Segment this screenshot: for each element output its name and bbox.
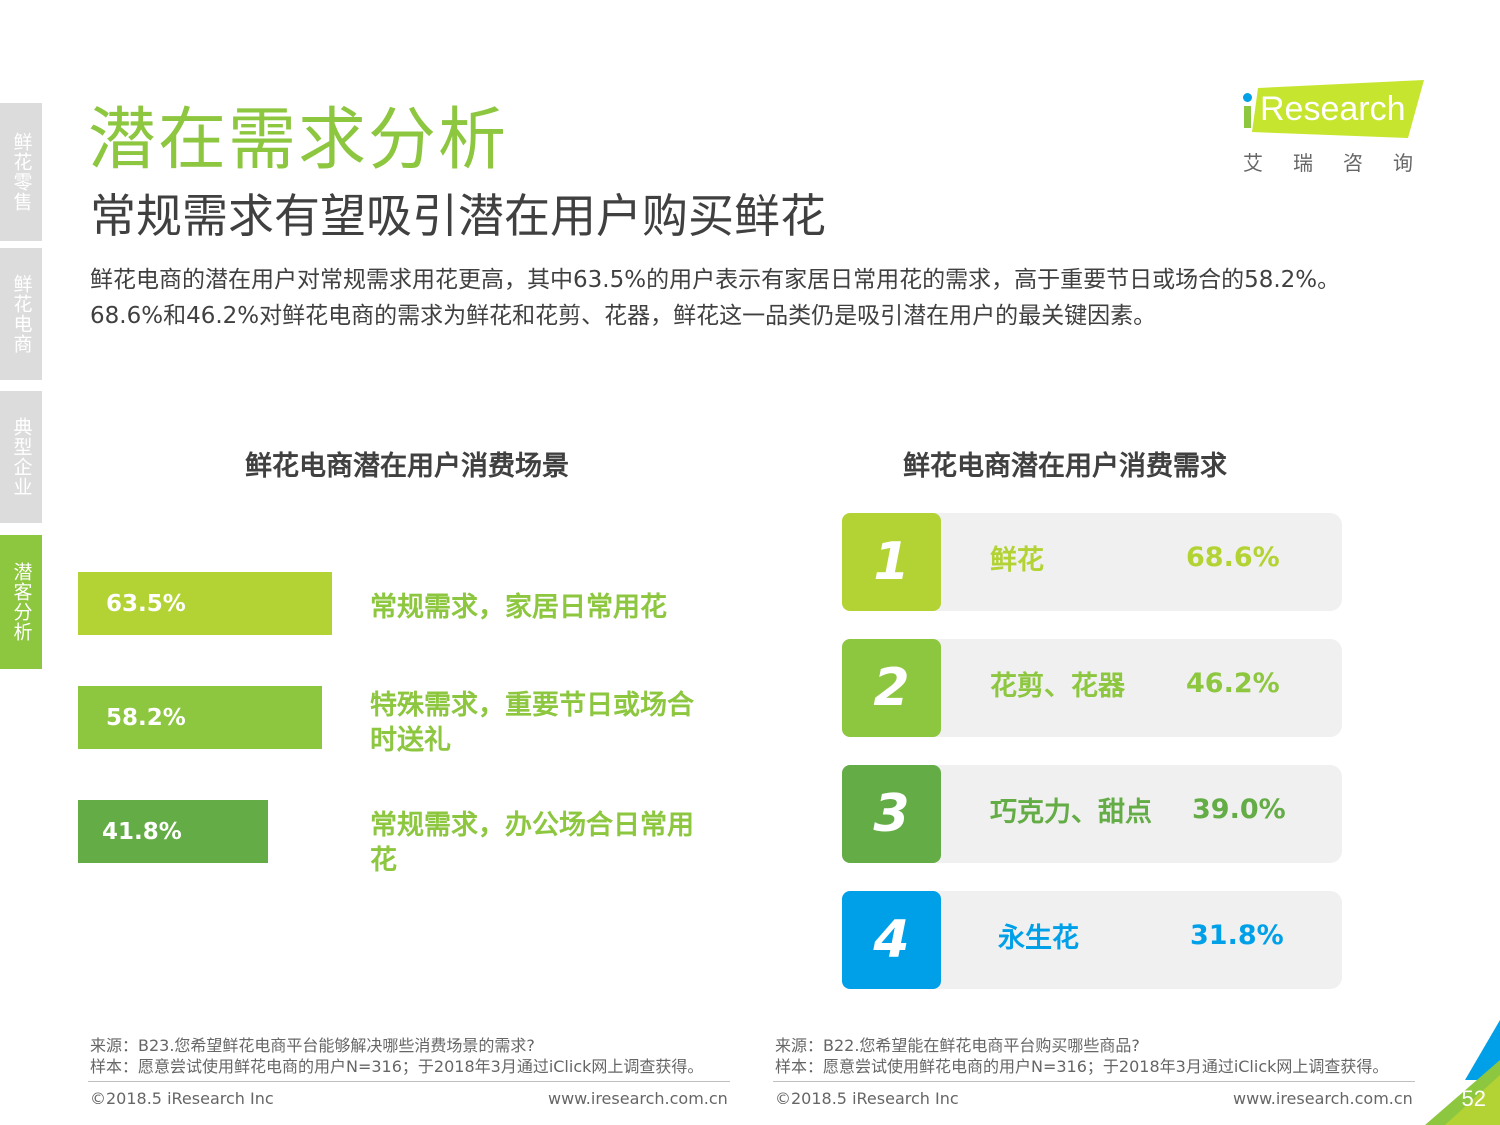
section-tab-prospects[interactable]: 潜客分析 bbox=[0, 535, 42, 669]
footer-divider-left bbox=[88, 1081, 730, 1082]
footer-divider-right bbox=[773, 1081, 1415, 1082]
need-value: 46.2% bbox=[1186, 667, 1280, 699]
source-left: 来源：B23.您希望鲜花电商平台能够解决哪些消费场景的需求? 样本：愿意尝试使用… bbox=[90, 1035, 703, 1077]
source-right: 来源：B22.您希望能在鲜花电商平台购买哪些商品? 样本：愿意尝试使用鲜花电商的… bbox=[775, 1035, 1388, 1077]
summary-text: 鲜花电商的潜在用户对常规需求用花更高，其中63.5%的用户表示有家居日常用花的需… bbox=[90, 267, 1341, 329]
scene-bar-category: 常规需求，家居日常用花 bbox=[370, 592, 667, 623]
need-row-2: 2 花剪、花器 46.2% bbox=[842, 639, 1342, 737]
scene-bar: 41.8% bbox=[78, 800, 268, 863]
rank-badge: 3 bbox=[842, 765, 941, 863]
iresearch-logo bbox=[1252, 80, 1424, 138]
logo-dot bbox=[1243, 93, 1252, 102]
copyright-right: ©2018.5 iResearch Inc bbox=[775, 1089, 959, 1108]
need-name: 巧克力、甜点 bbox=[990, 796, 1152, 828]
logo-chinese: 艾瑞咨询 bbox=[1243, 151, 1443, 175]
scene-bar-category: 特殊需求，重要节日或场合时送礼 bbox=[370, 690, 694, 756]
logo-text: Research bbox=[1260, 90, 1406, 128]
need-value: 31.8% bbox=[1190, 919, 1284, 951]
need-name: 花剪、花器 bbox=[990, 670, 1125, 702]
scene-chart-title: 鲜花电商潜在用户消费场景 bbox=[245, 451, 569, 482]
bar-value-label: 41.8% bbox=[102, 818, 182, 845]
need-row-3: 3 巧克力、甜点 39.0% bbox=[842, 765, 1342, 863]
need-row-4: 4 永生花 31.8% bbox=[842, 891, 1342, 989]
needs-chart-title: 鲜花电商潜在用户消费需求 bbox=[903, 451, 1227, 482]
need-name: 鲜花 bbox=[990, 544, 1044, 576]
scene-bar: 58.2% bbox=[78, 686, 322, 749]
section-tab-ecommerce[interactable]: 鲜花电商 bbox=[0, 248, 42, 380]
copyright-left: ©2018.5 iResearch Inc bbox=[90, 1089, 274, 1108]
url-left[interactable]: www.iresearch.com.cn bbox=[548, 1089, 728, 1108]
scene-bar: 63.5% bbox=[78, 572, 332, 635]
page-title: 潜在需求分析 bbox=[88, 101, 509, 180]
need-row-1: 1 鲜花 68.6% bbox=[842, 513, 1342, 611]
rank-badge: 1 bbox=[842, 513, 941, 611]
page-corner-graphic bbox=[1425, 1020, 1500, 1125]
sample-line: 样本：愿意尝试使用鲜花电商的用户N=316；于2018年3月通过iClick网上… bbox=[90, 1057, 704, 1076]
source-line: 来源：B22.您希望能在鲜花电商平台购买哪些商品? bbox=[775, 1036, 1140, 1055]
section-tab-retail[interactable]: 鲜花零售 bbox=[0, 103, 42, 241]
rank-badge: 2 bbox=[842, 639, 941, 737]
need-value: 39.0% bbox=[1192, 793, 1286, 825]
source-line: 来源：B23.您希望鲜花电商平台能够解决哪些消费场景的需求? bbox=[90, 1036, 535, 1055]
rank-badge: 4 bbox=[842, 891, 941, 989]
scene-bar-category: 常规需求，办公场合日常用花 bbox=[370, 810, 694, 876]
url-right[interactable]: www.iresearch.com.cn bbox=[1233, 1089, 1413, 1108]
section-tab-companies[interactable]: 典型企业 bbox=[0, 391, 42, 523]
sample-line: 样本：愿意尝试使用鲜花电商的用户N=316；于2018年3月通过iClick网上… bbox=[775, 1057, 1389, 1076]
bar-value-label: 58.2% bbox=[106, 704, 186, 731]
page-subtitle: 常规需求有望吸引潜在用户购买鲜花 bbox=[90, 189, 826, 243]
need-name: 永生花 bbox=[998, 922, 1079, 954]
need-value: 68.6% bbox=[1186, 541, 1280, 573]
bar-value-label: 63.5% bbox=[106, 590, 186, 617]
logo-i bbox=[1244, 106, 1251, 128]
page-number: 52 bbox=[1461, 1086, 1486, 1111]
